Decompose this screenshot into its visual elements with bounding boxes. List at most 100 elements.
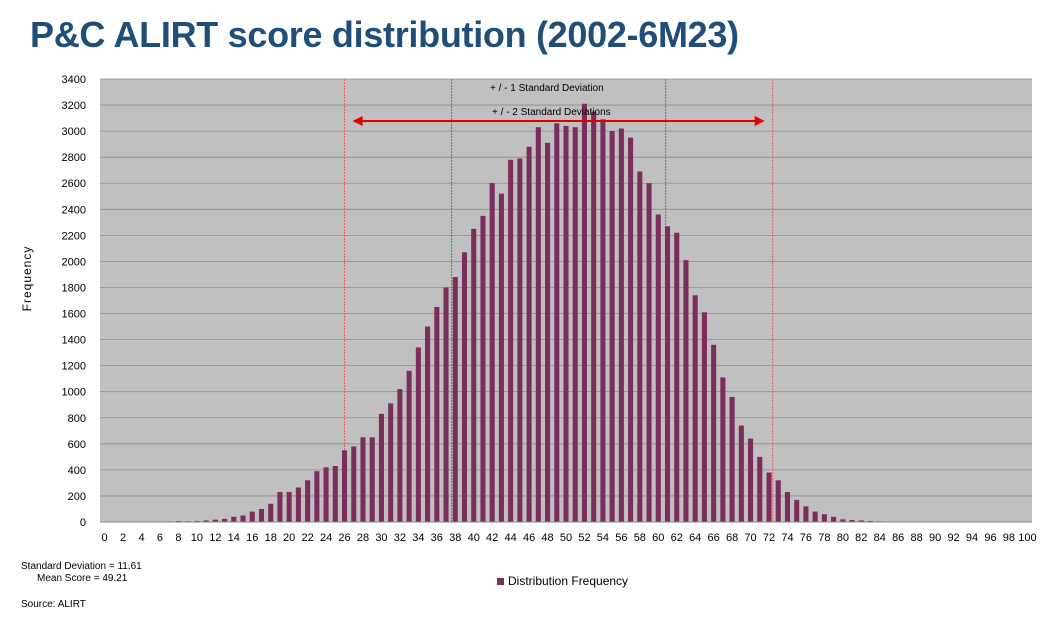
bar bbox=[461, 252, 468, 522]
bar bbox=[286, 492, 292, 522]
x-tick-label: 68 bbox=[726, 532, 738, 544]
x-tick-label: 22 bbox=[301, 532, 313, 544]
x-tick-label: 78 bbox=[818, 532, 830, 544]
bar bbox=[738, 425, 744, 522]
x-tick-label: 86 bbox=[892, 532, 904, 544]
bar bbox=[452, 277, 458, 522]
x-tick-label: 6 bbox=[157, 532, 163, 544]
x-tick-label: 12 bbox=[209, 532, 221, 544]
y-tick-label: 1200 bbox=[62, 361, 86, 373]
bar bbox=[415, 347, 421, 522]
x-tick-label: 40 bbox=[468, 532, 480, 544]
bar bbox=[683, 260, 689, 522]
x-tick-label: 54 bbox=[597, 532, 609, 544]
legend: Distribution Frequency bbox=[497, 574, 628, 588]
y-tick-label: 2000 bbox=[62, 256, 86, 268]
x-tick-label: 32 bbox=[394, 532, 406, 544]
y-tick-label: 3400 bbox=[62, 74, 86, 86]
x-tick-label: 28 bbox=[357, 532, 369, 544]
bar bbox=[545, 142, 551, 522]
y-tick-label: 3200 bbox=[62, 100, 86, 112]
bar bbox=[212, 519, 218, 522]
y-tick-label: 200 bbox=[68, 491, 86, 503]
bar bbox=[406, 370, 412, 522]
y-tick-label: 2400 bbox=[62, 204, 86, 216]
bar bbox=[775, 480, 781, 522]
bar bbox=[508, 159, 514, 522]
x-tick-label: 2 bbox=[120, 532, 126, 544]
bar bbox=[526, 146, 532, 523]
bar bbox=[572, 127, 578, 522]
bar bbox=[637, 171, 643, 522]
bar bbox=[692, 295, 698, 522]
x-tick-label: 84 bbox=[874, 532, 886, 544]
bar bbox=[434, 307, 440, 522]
x-tick-label: 38 bbox=[449, 532, 461, 544]
bar bbox=[277, 492, 283, 522]
bar bbox=[867, 520, 874, 522]
bar bbox=[535, 127, 541, 522]
bar bbox=[351, 446, 357, 522]
two-sd-arrow bbox=[352, 116, 765, 126]
bar bbox=[194, 520, 200, 522]
bar bbox=[231, 516, 237, 522]
bar bbox=[305, 480, 311, 522]
x-tick-label: 16 bbox=[246, 532, 258, 544]
y-axis: 0 200 400 600 800 1000 1200 1400 1600 1800 2000 220… bbox=[62, 74, 86, 529]
y-tick-label: 800 bbox=[68, 413, 86, 425]
x-tick-label: 90 bbox=[929, 532, 941, 544]
bar bbox=[378, 413, 384, 522]
y-tick-label: 0 bbox=[80, 517, 86, 529]
bar bbox=[609, 131, 615, 522]
bar bbox=[397, 389, 403, 522]
mean-score-text: Mean Score = 49.21 bbox=[37, 573, 128, 584]
x-tick-label: 96 bbox=[984, 532, 996, 544]
y-tick-label: 2800 bbox=[62, 152, 86, 164]
bar bbox=[480, 215, 486, 522]
bar bbox=[711, 344, 717, 522]
x-tick-label: 92 bbox=[947, 532, 959, 544]
bar bbox=[784, 492, 791, 522]
bar bbox=[748, 438, 754, 522]
x-tick-label: 56 bbox=[615, 532, 627, 544]
y-tick-label: 400 bbox=[68, 465, 86, 477]
bar bbox=[757, 456, 763, 522]
bar bbox=[812, 511, 818, 522]
bar bbox=[729, 396, 735, 522]
x-tick-label: 58 bbox=[634, 532, 646, 544]
x-tick-label: 34 bbox=[412, 532, 424, 544]
x-tick-label: 70 bbox=[744, 532, 756, 544]
x-tick-label: 26 bbox=[338, 532, 350, 544]
x-tick-label: 72 bbox=[763, 532, 775, 544]
y-tick-label: 2200 bbox=[62, 230, 86, 242]
y-tick-label: 600 bbox=[68, 439, 86, 451]
x-tick-label: 20 bbox=[283, 532, 295, 544]
y-tick-label: 1000 bbox=[62, 387, 86, 399]
bar bbox=[517, 158, 523, 522]
bar bbox=[388, 403, 394, 522]
y-tick-label: 1400 bbox=[62, 335, 86, 347]
bar bbox=[323, 467, 329, 522]
two-sd-annotation: + / - 2 Standard Deviations bbox=[492, 107, 611, 118]
arrow-head-left bbox=[352, 116, 363, 126]
x-tick-label: 18 bbox=[265, 532, 277, 544]
bar bbox=[563, 125, 569, 522]
bar bbox=[203, 520, 209, 522]
bar bbox=[360, 437, 366, 522]
x-tick-label: 52 bbox=[578, 532, 590, 544]
bar bbox=[471, 228, 477, 522]
bar bbox=[314, 471, 320, 522]
bar bbox=[332, 465, 338, 522]
bar bbox=[821, 514, 827, 522]
bar bbox=[425, 326, 431, 522]
x-tick-label: 64 bbox=[689, 532, 701, 544]
x-axis: 0 2 4 6 8 10 12 14 16 18 20 22 24 26 28 30 32 34 36 38 40 42 4… bbox=[100, 521, 1037, 544]
bar bbox=[222, 518, 228, 522]
bar bbox=[655, 214, 661, 522]
bar bbox=[581, 103, 587, 522]
bar bbox=[591, 111, 597, 522]
bar bbox=[646, 183, 652, 522]
x-tick-label: 74 bbox=[781, 532, 793, 544]
arrow-head-right bbox=[754, 116, 765, 126]
